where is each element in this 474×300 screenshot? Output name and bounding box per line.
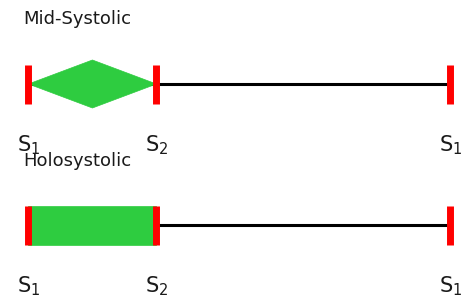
Text: S$_2$: S$_2$ <box>145 134 168 157</box>
Text: S$_1$: S$_1$ <box>438 274 462 298</box>
Text: Mid-Systolic: Mid-Systolic <box>24 11 132 28</box>
Text: S$_2$: S$_2$ <box>145 274 168 298</box>
Text: S$_1$: S$_1$ <box>17 274 40 298</box>
Polygon shape <box>28 60 156 108</box>
Text: S$_1$: S$_1$ <box>438 134 462 157</box>
Text: S$_1$: S$_1$ <box>17 134 40 157</box>
Bar <box>28 206 156 244</box>
Text: Holosystolic: Holosystolic <box>24 152 132 169</box>
